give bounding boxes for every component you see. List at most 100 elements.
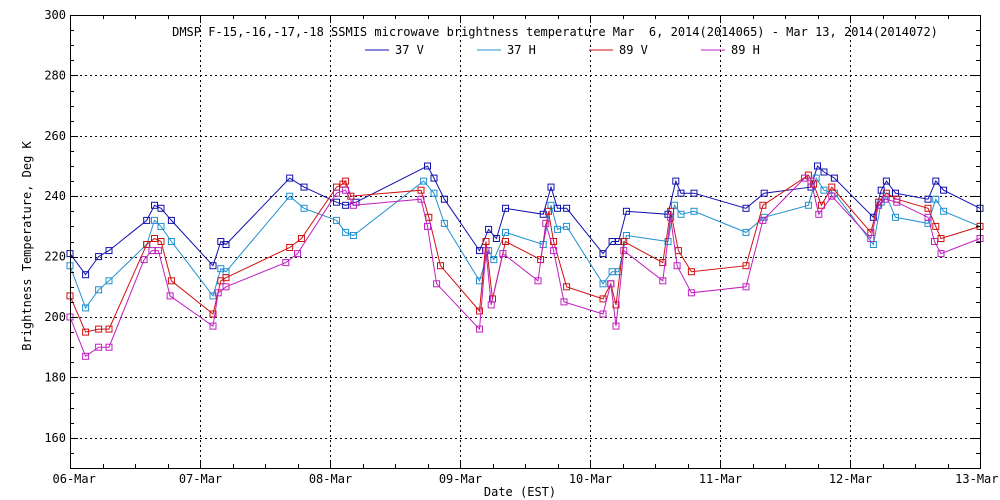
x-tick-label: 08-Mar (309, 472, 352, 486)
data-point (599, 280, 607, 288)
data-point (932, 195, 940, 203)
data-point (82, 352, 90, 360)
x-axis-label: Date (EST) (484, 485, 556, 499)
data-point (830, 174, 838, 182)
data-point (924, 195, 932, 203)
data-point (667, 213, 675, 221)
data-point (820, 186, 828, 194)
data-point (209, 310, 217, 318)
data-point (940, 186, 948, 194)
data-point (209, 262, 217, 270)
data-point (499, 250, 507, 258)
data-point (759, 201, 767, 209)
data-point (534, 277, 542, 285)
legend-label: 37 H (507, 43, 536, 57)
data-point (620, 238, 628, 245)
data-point (882, 177, 890, 185)
data-point (659, 277, 667, 285)
data-point (677, 210, 685, 218)
y-tick-label: 300 (44, 8, 66, 22)
data-point (105, 247, 113, 255)
data-point (804, 201, 812, 209)
data-point (95, 343, 103, 351)
legend-label: 89 H (731, 43, 760, 57)
data-point (599, 310, 607, 318)
data-point (105, 277, 113, 285)
y-tick-label: 280 (44, 68, 66, 82)
data-point (690, 207, 698, 215)
y-tick-label: 220 (44, 250, 66, 264)
data-point (742, 262, 750, 270)
data-point (482, 238, 490, 245)
data-point (166, 292, 174, 300)
data-point (437, 262, 444, 270)
x-tick-label: 10-Mar (569, 472, 612, 486)
data-point (599, 250, 607, 258)
data-point (742, 228, 750, 236)
data-point (300, 183, 308, 191)
data-point (143, 216, 151, 224)
data-point (547, 183, 555, 191)
data-point (342, 228, 350, 236)
data-point (924, 213, 932, 221)
data-point (424, 162, 431, 170)
data-point (485, 225, 493, 233)
data-point (167, 238, 175, 245)
data-point (82, 328, 90, 336)
data-point (430, 174, 438, 182)
y-axis-label: Brightness Temperature, Deg K (20, 140, 34, 350)
data-point (297, 235, 305, 242)
data-point (869, 213, 877, 221)
data-point (286, 244, 294, 251)
data-point (167, 216, 175, 224)
data-point (286, 174, 294, 182)
data-point (209, 322, 217, 330)
data-point (214, 289, 222, 297)
data-point (759, 216, 767, 224)
data-point (820, 168, 828, 176)
series-line (69, 165, 981, 276)
data-point (875, 201, 883, 209)
data-point (672, 177, 680, 185)
data-point (671, 201, 678, 209)
data-point (937, 250, 945, 258)
data-point (881, 195, 889, 203)
legend: 37 V 37 H 89 V 89 H (365, 43, 760, 57)
series-37-h (66, 174, 984, 312)
data-point (95, 286, 103, 294)
data-point (931, 238, 938, 245)
data-point (815, 210, 823, 218)
data-point (222, 274, 230, 282)
grid (70, 15, 980, 468)
data-point (424, 222, 431, 230)
data-point (417, 186, 425, 194)
data-point (673, 262, 681, 270)
data-point (417, 195, 425, 203)
data-point (687, 289, 695, 297)
data-point (620, 247, 628, 255)
data-point (502, 204, 509, 212)
data-point (222, 283, 230, 291)
data-point (814, 162, 821, 170)
data-point (430, 189, 438, 197)
x-tick-label: 11-Mar (699, 472, 742, 486)
x-tick-label: 09-Mar (439, 472, 482, 486)
data-point (95, 325, 103, 333)
data-point (690, 189, 698, 197)
data-point (82, 271, 90, 279)
x-tick-label: 06-Mar (53, 472, 96, 486)
data-point (440, 219, 448, 227)
data-point (502, 228, 509, 236)
data-point (550, 247, 558, 255)
data-point (440, 195, 448, 203)
series-line (69, 176, 981, 309)
y-tick-label: 260 (44, 129, 66, 143)
data-point (659, 259, 667, 267)
data-point (333, 189, 340, 197)
data-point (342, 201, 350, 209)
y-tick-label: 180 (44, 370, 66, 384)
series-37-v (66, 162, 984, 279)
data-point (828, 183, 836, 191)
data-point (105, 343, 113, 351)
